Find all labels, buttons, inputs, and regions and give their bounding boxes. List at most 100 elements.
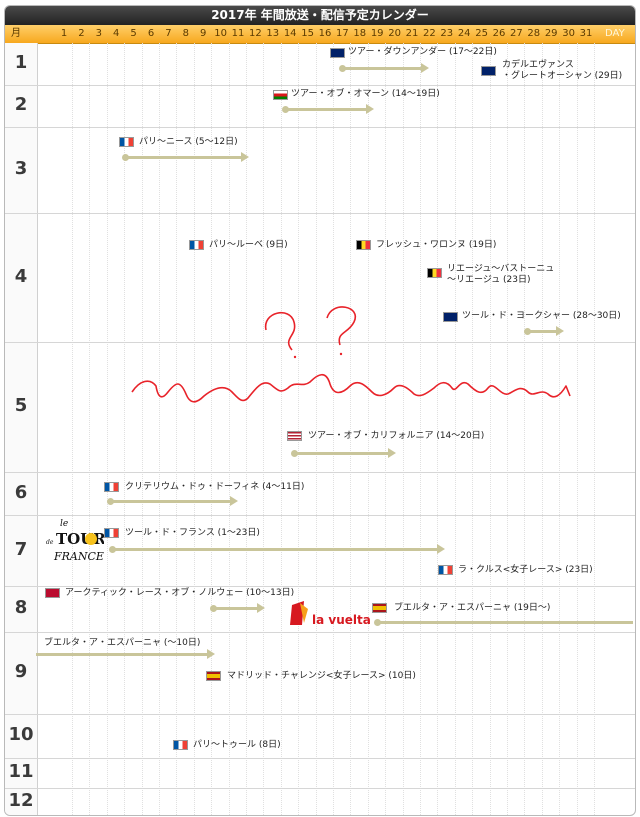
la-vuelta-logo: la vuelta (280, 599, 371, 633)
day-header-25: 25 (475, 28, 488, 39)
event-madrid-challenge[interactable]: マドリッド・チャレンジ<女子レース> (10日) (227, 671, 416, 682)
month-row-divider (5, 632, 635, 633)
day-header-7: 7 (165, 28, 172, 39)
period-arrow (339, 63, 429, 73)
day-header-29: 29 (544, 28, 558, 39)
day-header-21: 21 (405, 28, 419, 39)
period-arrow (210, 603, 265, 613)
event-tour-de-france[interactable]: ツール・ド・フランス (1〜23日) (125, 528, 260, 539)
month-column-header: 月 (11, 28, 21, 39)
day-gridline (280, 43, 282, 815)
day-header-23: 23 (440, 28, 454, 39)
flag-spain-icon (372, 603, 387, 613)
event-label: パリ〜ルーベ (9日) (209, 240, 288, 250)
event-paris-tours[interactable]: パリ〜トゥール (8日) (193, 740, 281, 751)
event-cadel-evans[interactable]: カデルエヴァンス ・グレートオーシャン (29日) (502, 60, 622, 82)
event-vuelta[interactable]: ブエルタ・ア・エスパーニャ (19日〜) (394, 603, 550, 614)
day-header-22: 22 (423, 28, 436, 39)
day-gridline (72, 43, 73, 815)
day-gridline (228, 43, 230, 815)
day-gridline (524, 43, 526, 815)
period-arrow (291, 448, 396, 458)
flag-spain-icon (206, 671, 221, 681)
day-gridline (176, 43, 178, 815)
event-liege-bastogne-liege[interactable]: リエージュ〜バストーニュ 〜リエージュ (23日) (447, 264, 554, 286)
day-gridline (559, 43, 561, 815)
event-label: フレッシュ・ワロンヌ (19日) (376, 240, 497, 250)
logo-text: la vuelta (312, 613, 370, 627)
month-label-10: 10 (8, 724, 34, 745)
month-label-1: 1 (14, 52, 28, 73)
event-paris-nice[interactable]: パリ〜ニース (5〜12日) (139, 137, 238, 148)
calendar-title: 2017年 年間放送・配信予定カレンダー (5, 6, 635, 25)
event-la-course[interactable]: ラ・クルス<女子レース> (23日) (458, 565, 593, 576)
day-gridline (246, 43, 247, 815)
flag-france-icon (189, 240, 204, 250)
event-label: ブエルタ・ア・エスパーニャ (19日〜) (394, 603, 551, 613)
day-header-row: 月 1 2 3 4 5 6 7 8 9 10 11 12 13 14 15 16 17 18 19 20 21 22 23 2… (5, 25, 635, 44)
month-row-divider (5, 515, 635, 516)
event-arctic-race-norway[interactable]: アークティック・レース・オブ・ノルウェー (10〜13日) (65, 588, 294, 599)
event-label: ツアー・オブ・オマーン (14〜19日) (291, 89, 440, 99)
event-label: パリ〜ニース (5〜12日) (139, 137, 238, 147)
calendar-frame: 2017年 年間放送・配信予定カレンダー 月 1 2 3 4 5 6 7 8 9 10 11 12 13… (4, 5, 636, 816)
month-label-2: 2 (14, 94, 28, 115)
day-gridline (385, 43, 387, 815)
day-header-31: 31 (579, 28, 593, 39)
day-gridline (576, 43, 578, 815)
flag-france-icon (104, 528, 119, 538)
flag-france-icon (104, 482, 119, 492)
logo-text: le (60, 519, 68, 529)
flag-usa-icon (287, 431, 302, 441)
day-header-5: 5 (130, 28, 137, 39)
month-label-7: 7 (14, 538, 28, 560)
event-label: カデルエヴァンス (502, 60, 574, 70)
event-tour-down-under[interactable]: ツアー・ダウンアンダー (17〜22日) (348, 47, 497, 58)
day-gridline (541, 43, 543, 815)
flag-belgium-icon (356, 240, 371, 250)
flag-australia-icon (330, 48, 345, 58)
month-label-5: 5 (14, 395, 28, 416)
month-row-divider (5, 586, 635, 587)
day-header-10: 10 (214, 28, 227, 39)
event-label: アークティック・レース・オブ・ノルウェー (10〜13日) (65, 588, 295, 598)
month-label-12: 12 (8, 789, 34, 811)
event-label: リエージュ〜バストーニュ (447, 264, 555, 274)
event-tour-of-oman[interactable]: ツアー・オブ・オマーン (14〜19日) (291, 89, 440, 100)
day-gridline (263, 43, 265, 815)
month-row-divider (5, 342, 635, 343)
day-gridline (507, 43, 508, 815)
month-row-divider (5, 788, 635, 789)
month-label-4: 4 (14, 265, 28, 287)
period-arrow (36, 649, 215, 659)
event-fleche-wallonne[interactable]: フレッシュ・ワロンヌ (19日) (376, 240, 496, 251)
day-header-18: 18 (353, 28, 367, 39)
day-header-26: 26 (492, 28, 506, 39)
day-header-30: 30 (562, 28, 575, 39)
period-arrow (524, 326, 564, 336)
day-gridline (193, 43, 195, 815)
day-gridline (472, 43, 474, 815)
event-vuelta-continued[interactable]: ブエルタ・ア・エスパーニャ (〜10日) (44, 638, 200, 649)
month-row-divider (5, 815, 635, 816)
day-header-15: 15 (301, 28, 314, 39)
flag-france-icon (119, 137, 134, 147)
flag-uk-icon (443, 312, 458, 322)
day-gridline (315, 43, 317, 815)
event-criterium-dauphine[interactable]: クリテリウム・ドゥ・ドーフィネ (4〜11日) (125, 482, 304, 493)
month-row-divider (5, 213, 635, 214)
day-header-28: 28 (527, 28, 541, 39)
day-gridline (159, 43, 160, 815)
month-label-8: 8 (14, 597, 28, 618)
event-tour-of-california[interactable]: ツアー・オブ・カリフォルニア (14〜20日) (308, 431, 484, 442)
event-label: ツール・ド・ヨークシャー (28〜30日) (462, 311, 621, 321)
day-gridline (594, 43, 595, 815)
day-gridline (454, 43, 456, 815)
day-gridline (89, 43, 91, 815)
event-tour-de-yorkshire[interactable]: ツール・ド・ヨークシャー (28〜30日) (462, 311, 621, 322)
event-paris-roubaix[interactable]: パリ〜ルーベ (9日) (209, 240, 288, 251)
event-label: ツール・ド・フランス (1〜23日) (125, 528, 260, 538)
day-gridline (367, 43, 369, 815)
day-header-16: 16 (318, 28, 332, 39)
